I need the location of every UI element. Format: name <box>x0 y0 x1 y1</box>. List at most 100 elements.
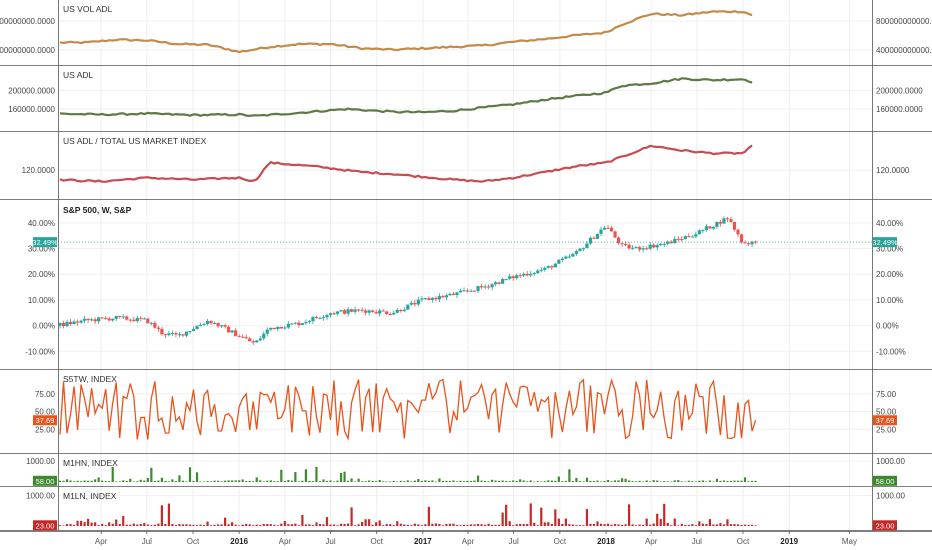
candle-body <box>234 330 238 337</box>
volume-bar <box>455 481 459 482</box>
volume-bar <box>238 480 241 482</box>
volume-bar <box>241 479 244 482</box>
volume-bar <box>361 481 364 482</box>
volume-bar <box>694 525 697 526</box>
volume-bar <box>747 481 750 482</box>
candle-body <box>455 292 459 296</box>
pane-2: 120.0000 120.0000 US ADL / TOTAL US MARKET… <box>0 136 932 200</box>
volume-bar <box>234 524 237 526</box>
volume-bar <box>83 522 86 526</box>
right-tick-label: 1000.00 <box>876 457 905 466</box>
volume-bar <box>111 523 114 526</box>
volume-bar <box>554 480 557 482</box>
candle-body <box>65 321 69 327</box>
volume-bar <box>322 479 325 482</box>
candle-body <box>501 278 505 284</box>
series-line <box>59 144 753 183</box>
volume-bar <box>638 524 641 526</box>
candle-body <box>472 290 477 292</box>
volume-bar <box>153 524 156 526</box>
pane-1: 200000.0000 200000.0000 160000.0000 160000.… <box>0 70 932 132</box>
volume-bar <box>406 480 409 482</box>
volume-bar <box>452 523 455 526</box>
candle-body <box>581 248 586 250</box>
candle-body <box>476 286 480 292</box>
volume-bar <box>691 524 694 526</box>
volume-bar <box>705 524 708 526</box>
volume-bar <box>157 480 160 482</box>
volume-bar <box>188 524 192 526</box>
volume-bar <box>346 480 350 482</box>
volume-bar <box>476 523 480 526</box>
time-tick-label: May <box>842 537 857 546</box>
volume-bar <box>529 480 532 482</box>
volume-bar <box>722 480 726 482</box>
volume-bar <box>97 477 100 482</box>
candle-body <box>680 239 684 241</box>
volume-bar <box>192 480 195 482</box>
candle-body <box>104 317 108 319</box>
volume-bar <box>649 524 652 526</box>
time-tick-label: 2017 <box>414 537 432 546</box>
volume-bar <box>431 523 434 526</box>
volume-bar <box>659 481 662 483</box>
candle-body <box>198 324 203 327</box>
time-tick-label: Jul <box>692 537 702 546</box>
volume-bar <box>290 524 293 526</box>
volume-bar <box>410 525 413 526</box>
volume-bar <box>550 523 553 526</box>
volume-bar <box>526 481 529 482</box>
volume-bar <box>389 524 392 526</box>
candle-body <box>283 327 287 329</box>
time-tick-label: Oct <box>737 537 750 546</box>
candle-body <box>599 229 603 234</box>
candle-body <box>704 226 708 231</box>
candle-body <box>121 316 125 318</box>
volume-bar <box>125 524 128 526</box>
volume-bar <box>754 525 757 526</box>
candle-body <box>725 218 730 220</box>
candle-body <box>427 298 431 300</box>
volume-bar <box>589 523 592 526</box>
volume-bar <box>220 524 223 526</box>
volume-bar <box>561 481 564 482</box>
volume-bar <box>505 481 508 482</box>
volume-bar <box>483 480 487 482</box>
candle-body <box>557 260 561 264</box>
volume-bar <box>743 477 747 482</box>
volume-bar <box>526 523 529 526</box>
candle-body <box>490 284 494 288</box>
pane-title: US ADL <box>63 70 94 80</box>
volume-bar <box>508 481 511 482</box>
time-tick-label: Apr <box>645 537 658 546</box>
volume-bar <box>245 523 248 526</box>
candle-body <box>357 309 361 311</box>
volume-bar <box>564 480 567 482</box>
volume-bar <box>122 480 125 482</box>
left-tick-label: -10.00% <box>25 347 55 356</box>
volume-bar <box>178 475 181 482</box>
volume-bar <box>181 524 185 526</box>
candle-body <box>163 334 167 336</box>
volume-bar <box>143 522 146 526</box>
time-tick-label: 2016 <box>230 537 248 546</box>
volume-bar <box>164 480 167 482</box>
volume-bar <box>740 480 743 482</box>
volume-bar <box>167 481 171 482</box>
candle-body <box>437 296 442 300</box>
volume-bar <box>673 480 676 482</box>
volume-bar <box>325 480 329 482</box>
volume-bar <box>420 525 423 526</box>
volume-bar <box>701 480 704 482</box>
candle-body <box>750 241 754 245</box>
volume-bar <box>315 522 318 526</box>
candle-body <box>409 302 413 305</box>
volume-bar <box>750 480 754 482</box>
candle-body <box>146 318 150 324</box>
volume-bar <box>635 525 638 526</box>
candle-body <box>683 236 687 240</box>
volume-bar <box>255 477 258 482</box>
candle-body <box>529 273 533 276</box>
volume-bar <box>480 524 483 526</box>
volume-bar <box>266 524 269 526</box>
